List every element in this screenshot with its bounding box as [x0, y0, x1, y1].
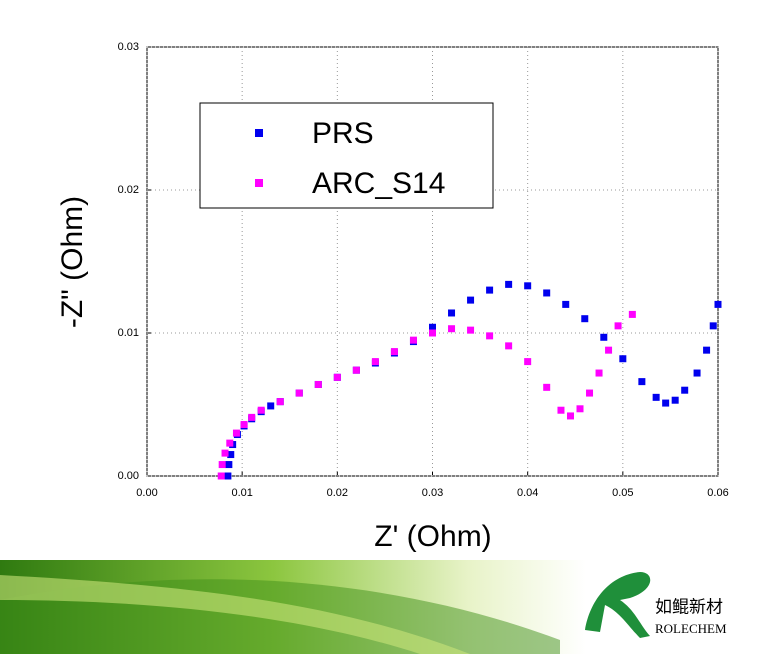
marker [257, 406, 265, 414]
marker [467, 296, 475, 304]
logo-mark [585, 572, 651, 638]
y-tick-label: 0.01 [118, 327, 139, 339]
marker [703, 346, 711, 354]
x-axis-label: Z' (Ohm) [374, 520, 491, 553]
x-tick-label: 0.03 [422, 487, 443, 499]
marker [224, 472, 232, 480]
plot: 0.00 0.01 0.02 0.03 0.04 0.05 0.06 0.00 0.01 0.02… [118, 41, 729, 499]
marker [240, 421, 248, 429]
x-tick-label: 0.01 [231, 487, 252, 499]
marker [486, 286, 494, 294]
x-tick-label: 0.06 [707, 487, 728, 499]
marker [576, 405, 584, 413]
marker [671, 396, 679, 404]
marker [448, 325, 456, 333]
marker [693, 369, 701, 377]
marker [221, 449, 229, 457]
marker [276, 398, 284, 406]
legend-marker [255, 179, 263, 187]
x-tick-label: 0.05 [612, 487, 633, 499]
marker [314, 380, 322, 388]
marker [662, 399, 670, 407]
marker [628, 310, 636, 318]
marker [225, 461, 233, 469]
marker [562, 300, 570, 308]
legend: PRS ARC_S14 [255, 117, 445, 200]
marker [652, 393, 660, 401]
marker [681, 386, 689, 394]
y-tick-label: 0.00 [118, 470, 139, 482]
y-tick-label: 0.02 [118, 184, 139, 196]
marker [409, 336, 417, 344]
marker [227, 451, 235, 459]
marker [217, 472, 225, 480]
marker [390, 348, 398, 356]
marker [586, 389, 594, 397]
x-tick-label: 0.04 [517, 487, 538, 499]
marker [638, 378, 646, 386]
legend-box [199, 102, 494, 209]
marker [467, 326, 475, 334]
logo-name: 如鲲新材 [655, 598, 723, 618]
marker [600, 333, 608, 341]
marker [614, 322, 622, 330]
marker [486, 332, 494, 340]
marker [505, 342, 513, 350]
marker [371, 358, 379, 366]
marker [429, 323, 436, 331]
legend-label: PRS [312, 117, 374, 150]
marker [557, 406, 565, 414]
marker [543, 383, 551, 391]
marker [714, 300, 722, 308]
marker [295, 389, 303, 397]
marker [352, 366, 360, 374]
x-tick-label: 0.02 [327, 487, 348, 499]
marker [505, 280, 513, 288]
marker [524, 358, 532, 366]
y-axis-label: -Z" (Ohm) [56, 196, 89, 328]
marker [595, 369, 603, 377]
marker [709, 322, 717, 330]
legend-label: ARC_S14 [312, 167, 445, 200]
marker [232, 429, 240, 437]
marker [619, 355, 627, 363]
x-tick-label: 0.00 [136, 487, 157, 499]
logo-sub: ROLECHEM [655, 621, 727, 636]
marker [333, 373, 341, 381]
marker [248, 413, 256, 421]
marker [543, 289, 551, 297]
marker [605, 346, 613, 354]
marker [226, 439, 234, 447]
marker [448, 309, 456, 317]
swoosh [0, 575, 470, 654]
y-tick-label: 0.03 [118, 41, 139, 53]
marker [429, 329, 436, 337]
marker [581, 315, 589, 323]
marker [524, 282, 532, 290]
marker [566, 412, 574, 420]
legend-marker [255, 129, 263, 137]
marker [267, 402, 275, 410]
marker [218, 461, 226, 469]
